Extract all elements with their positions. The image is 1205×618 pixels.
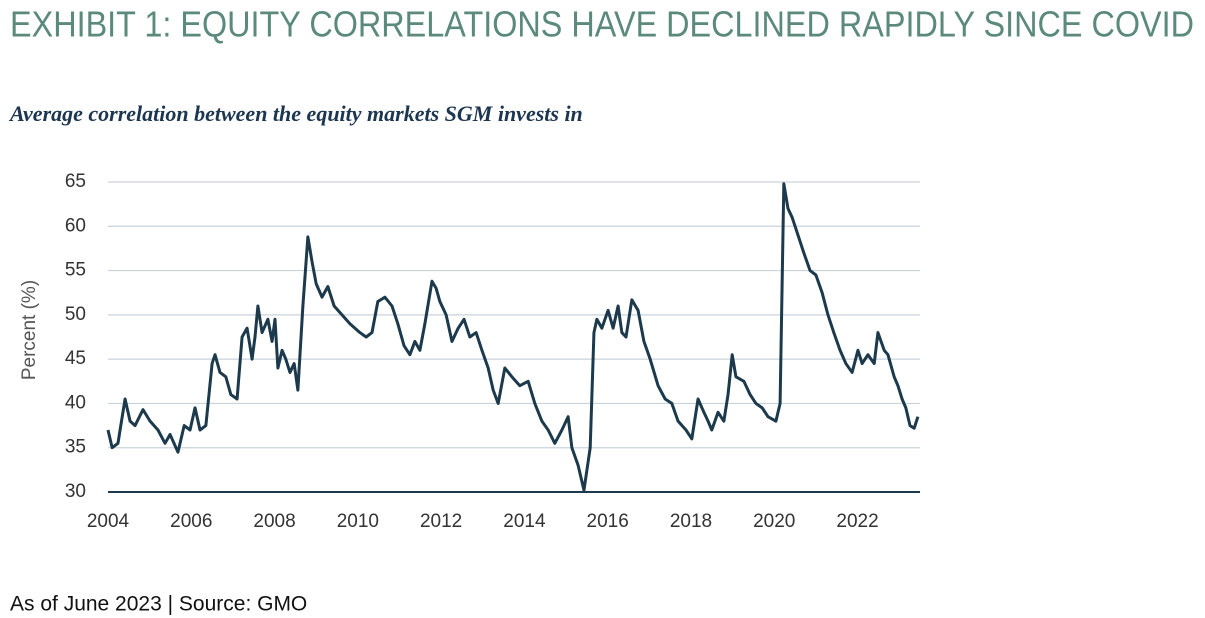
x-tick-label: 2006 — [170, 511, 212, 532]
x-tick-label: 2004 — [87, 511, 130, 532]
y-tick-label: 40 — [65, 392, 86, 413]
y-tick-label: 30 — [65, 481, 86, 502]
x-tick-label: 2018 — [670, 511, 712, 532]
y-tick-label: 35 — [65, 437, 86, 458]
y-tick-label: 45 — [65, 348, 86, 369]
x-tick-label: 2008 — [253, 511, 295, 532]
data-line — [106, 182, 920, 492]
y-tick-label: 65 — [65, 171, 86, 192]
y-tick-label: 60 — [65, 215, 86, 236]
title: EXHIBIT 1: EQUITY CORRELATIONS HAVE DECL… — [10, 4, 1194, 45]
y-axis-label: Percent (%) — [19, 280, 40, 380]
x-tick-label: 2010 — [337, 511, 379, 532]
y-tick-label: 50 — [65, 304, 86, 325]
x-tick-label: 2012 — [420, 511, 462, 532]
subtitle: Average correlation between the equity m… — [8, 101, 583, 126]
y-tick-label: 55 — [65, 260, 86, 281]
footer: As of June 2023 | Source: GMO — [10, 593, 307, 616]
x-tick-label: 2022 — [836, 511, 878, 532]
x-tick-label: 2020 — [753, 511, 795, 532]
x-tick-label: 2016 — [587, 511, 629, 532]
plot: 30 35 40 45 50 55 60 65 2004 2006 2008 2010 2012 2014… — [65, 171, 920, 532]
x-tick-label: 2014 — [503, 511, 546, 532]
